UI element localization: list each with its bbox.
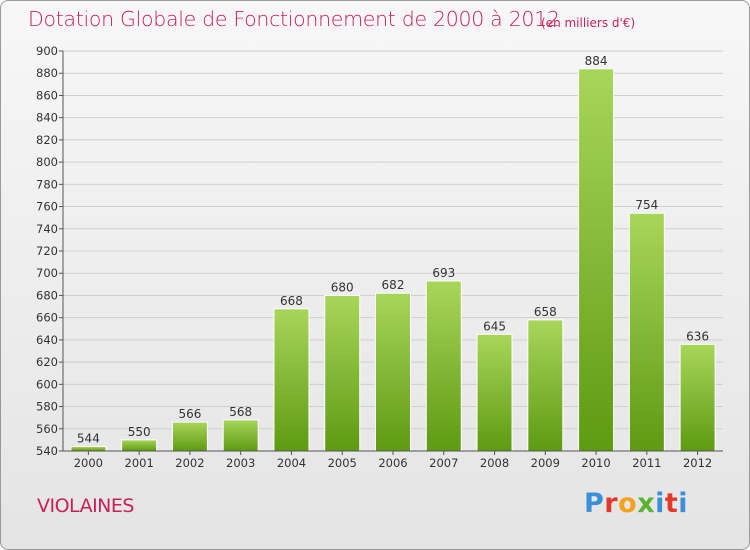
chart-title: Dotation Globale de Fonctionnement de 20… <box>28 7 560 31</box>
x-tick-label: 2012 <box>683 456 712 470</box>
logo-letter: P <box>584 488 605 519</box>
bar-2000 <box>70 446 107 452</box>
proxiti-logo[interactable]: Proxiti <box>584 488 688 519</box>
bar-value-label: 550 <box>128 425 151 439</box>
bar-value-label: 645 <box>483 319 506 333</box>
logo-letter: o <box>618 488 638 519</box>
bar-value-label: 658 <box>534 305 557 319</box>
bar-2010 <box>578 68 615 452</box>
x-tick-label: 2007 <box>429 456 458 470</box>
y-tick-label: 800 <box>36 155 58 169</box>
bar-value-label: 568 <box>229 405 252 419</box>
bar-2011 <box>628 212 665 452</box>
y-tick-label: 680 <box>36 288 58 302</box>
y-tick-label: 760 <box>36 200 58 214</box>
x-tick-label: 2009 <box>531 456 560 470</box>
x-tick-label: 2001 <box>125 456 154 470</box>
bar-2001 <box>121 439 158 452</box>
chart-unit-note: (en milliers d'€) <box>541 16 636 30</box>
x-tick-label: 2003 <box>226 456 255 470</box>
y-tick-label: 620 <box>36 355 58 369</box>
bar-2009 <box>527 319 564 452</box>
y-tick-label: 820 <box>36 133 58 147</box>
y-tick-label: 560 <box>36 422 58 436</box>
bar-value-label: 682 <box>382 278 405 292</box>
logo-letter: x <box>637 488 656 519</box>
logo-letter: r <box>604 488 619 519</box>
bar-2004 <box>273 308 310 452</box>
bar-value-label: 566 <box>178 407 201 421</box>
bar-value-label: 693 <box>432 266 455 280</box>
y-tick-label: 840 <box>36 111 58 125</box>
x-tick-label: 2004 <box>277 456 306 470</box>
y-tick-label: 740 <box>36 222 58 236</box>
bar-2012 <box>679 343 716 452</box>
y-tick-label: 860 <box>36 88 58 102</box>
y-tick-label: 660 <box>36 311 58 325</box>
x-tick-label: 2010 <box>581 456 610 470</box>
axes: 540 560 580 600 620 640 660 680 700 720 740 760 780 8… <box>36 44 723 470</box>
bar-value-label: 544 <box>77 432 100 446</box>
y-tick-label: 720 <box>36 244 58 258</box>
bar-value-label: 636 <box>686 329 709 343</box>
x-tick-label: 2000 <box>74 456 103 470</box>
bar-value-label: 754 <box>635 198 658 212</box>
bar-2003 <box>222 419 259 452</box>
logo-letter: i <box>655 488 665 519</box>
bars: 544 550 566 568 668 680 682 693 645 658 884 754 636 <box>70 54 716 452</box>
bar-2008 <box>476 333 513 452</box>
bar-2002 <box>171 421 208 452</box>
x-tick-label: 2002 <box>175 456 204 470</box>
y-tick-label: 600 <box>36 377 58 391</box>
bar-value-label: 680 <box>331 280 354 294</box>
y-tick-label: 640 <box>36 333 58 347</box>
y-tick-label: 700 <box>36 266 58 280</box>
y-tick-label: 880 <box>36 66 58 80</box>
x-tick-label: 2006 <box>378 456 407 470</box>
y-tick-label: 580 <box>36 400 58 414</box>
bar-2005 <box>324 294 361 452</box>
bar-2007 <box>425 280 462 452</box>
y-tick-label: 900 <box>36 44 58 58</box>
y-tick-label: 540 <box>36 444 58 458</box>
y-tick-label: 780 <box>36 177 58 191</box>
logo-letter: i <box>678 488 689 519</box>
x-tick-label: 2011 <box>632 456 661 470</box>
x-tick-label: 2008 <box>480 456 509 470</box>
commune-name: VIOLAINES <box>37 495 134 517</box>
logo-letter: t <box>664 488 679 519</box>
bar-value-label: 884 <box>585 54 608 68</box>
bar-value-label: 668 <box>280 294 303 308</box>
bar-2006 <box>375 292 411 452</box>
x-tick-label: 2005 <box>328 456 357 470</box>
